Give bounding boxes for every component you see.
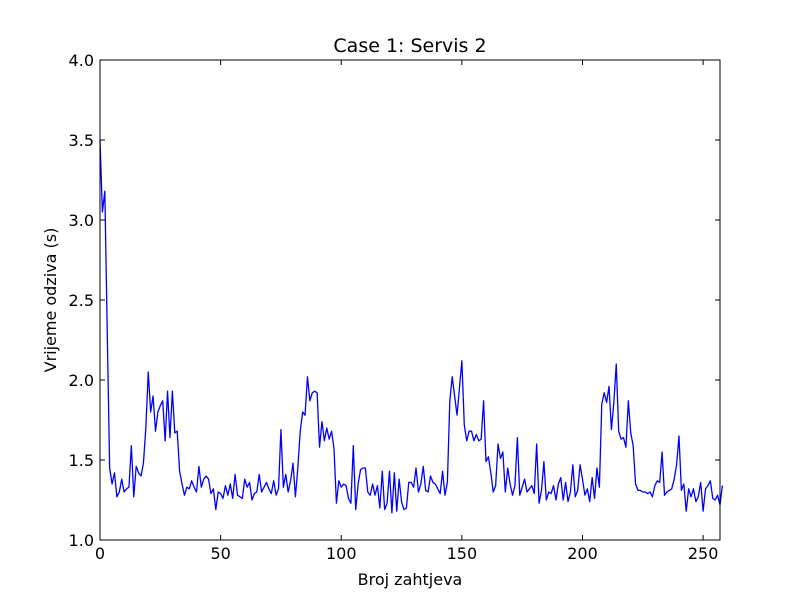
chart-title: Case 1: Servis 2 bbox=[333, 35, 486, 57]
x-tick-label: 150 bbox=[447, 544, 478, 563]
y-tick-label: 1.5 bbox=[69, 451, 94, 470]
y-tick-label: 4.0 bbox=[69, 51, 94, 70]
x-tick-label: 50 bbox=[210, 544, 230, 563]
data-line-series-1 bbox=[99, 139, 724, 514]
y-tick-label: 1.0 bbox=[69, 531, 94, 550]
x-tick-label: 100 bbox=[326, 544, 357, 563]
x-tick-label: 0 bbox=[95, 544, 105, 563]
x-tick-label: 250 bbox=[688, 544, 719, 563]
y-tick-label: 2.5 bbox=[69, 291, 94, 310]
y-tick-label: 2.0 bbox=[69, 371, 94, 390]
y-axis-label: Vrijeme odziva (s) bbox=[41, 228, 60, 373]
x-axis-label: Broj zahtjeva bbox=[358, 570, 463, 589]
y-tick-label: 3.5 bbox=[69, 131, 94, 150]
plot-area: 0 50 100 150 200 250 1.0 1.5 2.0 2.5 3.0 3.5 4.0 bbox=[69, 51, 724, 563]
y-tick-label: 3.0 bbox=[69, 211, 94, 230]
x-tick-label: 200 bbox=[567, 544, 598, 563]
